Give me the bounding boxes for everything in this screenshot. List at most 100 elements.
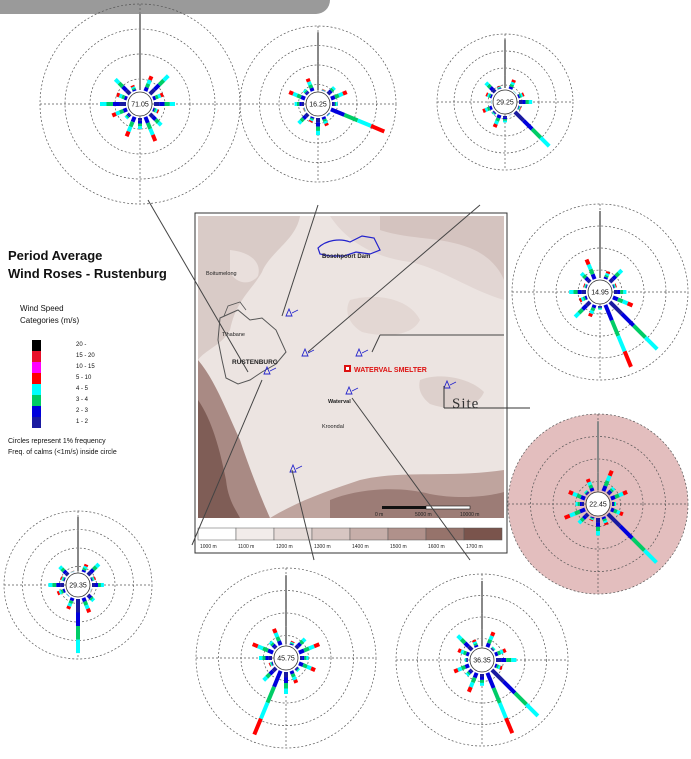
elevation-swatch-1	[235, 527, 275, 541]
rose-petal-segment	[459, 637, 467, 645]
rose-petal-segment	[464, 663, 470, 669]
rose-petal-segment	[616, 335, 627, 353]
rose-petal-segment	[162, 74, 170, 82]
rose-petal-segment	[603, 522, 609, 526]
rose-petal-segment	[617, 297, 624, 304]
rose-petal-segment	[613, 508, 618, 514]
rose-petal-segment	[321, 116, 327, 120]
rose-petal-segment	[510, 81, 516, 86]
wind-rose-3: 29.25	[436, 33, 574, 171]
rose-petal-segment	[577, 307, 585, 315]
calm-circle	[273, 645, 299, 671]
rose-petal-segment	[618, 491, 624, 498]
rose-petal-segment	[580, 495, 586, 501]
rose-petal-segment	[569, 511, 576, 518]
wind-rose-5: 22.45	[507, 413, 689, 595]
rose-petal-segment	[518, 93, 522, 98]
elevation-label-6: 1600 m	[428, 544, 445, 550]
wind-speed-swatch-3	[32, 373, 41, 384]
frequency-ring-4	[507, 413, 689, 595]
rose-petal-segment	[622, 490, 628, 496]
rose-petal-segment	[496, 114, 502, 119]
rose-petal-segment	[128, 121, 135, 128]
rose-petal-segment	[143, 86, 149, 92]
rose-petal-segment	[488, 93, 492, 98]
wind-rose-1: 71.05	[39, 3, 241, 205]
rose-petal-segment	[486, 106, 491, 112]
rose-petal-segment	[154, 108, 158, 113]
frequency-ring-3	[417, 595, 547, 725]
rose-petal-segment	[605, 475, 612, 482]
connector-rose-8	[351, 397, 471, 561]
elevation-swatch-4	[349, 527, 389, 541]
rose-petal-segment	[309, 118, 314, 122]
rose-petal-segment	[126, 125, 133, 133]
elevation-label-1: 1100 m	[238, 544, 254, 550]
rose-petal-segment	[563, 513, 571, 520]
rose-petal-segment	[462, 650, 468, 656]
rose-petal-segment	[486, 92, 490, 98]
rose-petal-segment	[632, 324, 647, 339]
rose-petal-segment	[58, 565, 64, 571]
station-marker-4	[263, 365, 277, 375]
wind-speed-label-7: 1 - 2	[76, 419, 89, 425]
rose-petal-segment	[588, 484, 594, 489]
wind-speed-swatch-5	[32, 395, 41, 406]
rose-petal-segment	[148, 75, 154, 81]
rose-petal-segment	[574, 509, 581, 516]
rose-petal-segment	[156, 120, 163, 127]
rose-petal-segment	[370, 124, 386, 134]
rose-petal-segment	[522, 119, 534, 131]
rose-connector-lines	[147, 199, 504, 561]
rose-petal-segment	[89, 568, 95, 574]
calm-percentage: 45.75	[277, 656, 295, 663]
rose-petal-segment	[587, 481, 593, 486]
rose-petal-segment	[296, 642, 302, 648]
rose-petal-segment	[499, 665, 503, 671]
rose-petal-segment	[578, 297, 583, 303]
rose-petal-segment	[306, 664, 312, 671]
rose-petal-segment	[94, 562, 101, 569]
rose-petal-segment	[612, 295, 619, 302]
rose-petal-segment	[60, 576, 63, 581]
rose-petal-segment	[487, 638, 493, 645]
rose-petal-segment	[469, 668, 474, 673]
rose-petal-segment	[583, 489, 588, 494]
station-marker-1	[285, 307, 299, 317]
rose-petal-segment	[124, 115, 129, 120]
rose-petal-segment	[586, 263, 593, 271]
rose-petal-segment	[293, 679, 299, 684]
rose-petal-segment	[124, 130, 131, 138]
place-name-waterval: Waterval	[328, 399, 351, 405]
rose-petal-segment	[484, 81, 490, 87]
top-header-bar	[0, 0, 330, 14]
wind-rose-7: 45.75	[195, 567, 377, 749]
rose-petal-segment	[471, 639, 477, 643]
rose-petal-segment	[584, 490, 589, 495]
rose-petal-segment	[572, 491, 578, 498]
elevation-swatch-0	[197, 527, 237, 541]
ridge-south-dark	[330, 489, 504, 518]
rose-petal-segment	[343, 113, 359, 123]
rose-petal-segment	[588, 312, 593, 318]
rose-petal-segment	[297, 119, 303, 125]
rose-petal-segment	[457, 648, 462, 654]
rose-petal-segment	[292, 91, 298, 98]
rose-petal-segment	[499, 649, 504, 655]
calm-percentage: 16.25	[309, 102, 327, 109]
rose-petal-segment	[585, 491, 590, 496]
connector-rose-3	[307, 204, 481, 353]
rose-petal-segment	[582, 296, 587, 301]
wind-speed-label-1: 15 - 20	[76, 353, 95, 359]
rose-petal-segment	[90, 597, 96, 603]
rose-petal-segment	[265, 686, 276, 704]
rose-petal-segment	[309, 117, 314, 121]
rose-petal-segment	[576, 493, 582, 499]
rose-petal-segment	[304, 90, 309, 95]
rose-petal-segment	[509, 83, 515, 88]
rose-petal-segment	[156, 109, 160, 114]
rose-petal-segment	[579, 271, 585, 277]
rose-petal-segment	[111, 112, 117, 118]
rose-petal-segment	[621, 299, 629, 306]
rose-petal-segment	[466, 671, 471, 676]
